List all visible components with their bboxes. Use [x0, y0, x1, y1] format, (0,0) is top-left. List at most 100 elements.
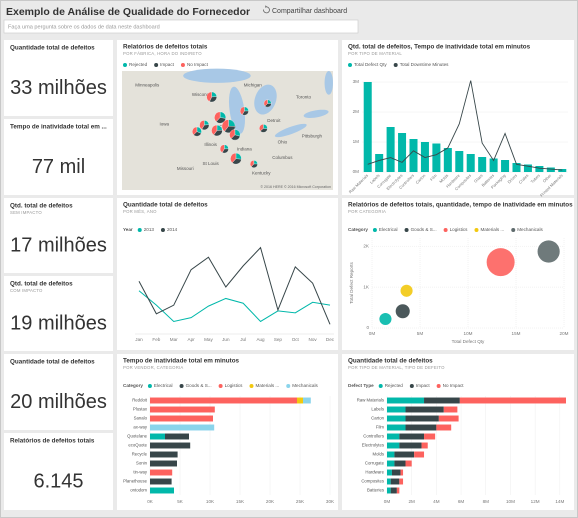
x-tick-label: 2M [408, 499, 415, 504]
legend-label: Impact [160, 62, 175, 67]
y-tick-label: 1K [363, 284, 370, 289]
map-lake [303, 109, 329, 118]
x-tick-label: Sep [274, 337, 283, 342]
y-tick-label: Hardware [365, 470, 384, 475]
bar-segment [150, 460, 177, 467]
map-place: Pittsburgh [302, 134, 323, 139]
y-tick-label: Raw Materials [357, 398, 384, 403]
map-place: Kentucky [252, 171, 271, 176]
bar-segment [424, 433, 436, 440]
card-value: 20 milhões [10, 391, 107, 413]
x-tick-label: 10M [464, 331, 473, 336]
bar-segment [399, 433, 425, 440]
x-tick-label: Oct [292, 337, 300, 342]
bar-segment [438, 415, 459, 422]
bubble [379, 312, 392, 326]
bar-segment [150, 451, 178, 458]
legend-swatch [137, 228, 142, 232]
x-tick-label: 20M [560, 331, 569, 336]
tile-title: Quantidade total de defeitos [123, 202, 208, 209]
y-tick-label: Reddoit [132, 398, 148, 403]
bar [512, 163, 521, 172]
card-value: 33 milhões [10, 77, 107, 99]
share-button[interactable]: Compartilhar dashboard [263, 5, 347, 15]
qna-placeholder[interactable]: Faça uma pergunta sobre os dados de data… [8, 24, 160, 30]
legend-swatch [404, 228, 409, 232]
map-place: St Louis [202, 161, 219, 166]
card-title: Qtd. total de defeitos [10, 203, 73, 210]
x-tick-label: Drives [506, 173, 518, 185]
bar [398, 133, 407, 172]
y-tick-label: 1M [353, 139, 360, 144]
map-lake [324, 71, 333, 95]
bar [501, 160, 510, 172]
map-place: Detroit [267, 118, 281, 123]
bar-segment [399, 442, 422, 449]
map-marker-slice [214, 111, 221, 122]
map-place: Toronto [296, 94, 312, 99]
share-label[interactable]: Compartilhar dashboard [272, 8, 347, 15]
map-marker-slice [229, 129, 236, 139]
legend-swatch [436, 384, 441, 388]
line-series [138, 290, 331, 323]
x-tick-label: 10K [206, 499, 215, 504]
bar-segment [387, 433, 400, 440]
tile-subtitle: POR MÊS, ANO [123, 209, 157, 214]
legend-title: Category [123, 383, 143, 388]
x-tick-label: 30K [326, 499, 335, 504]
tile [117, 198, 338, 350]
legend-label: Materials ... [255, 383, 279, 388]
bar [558, 169, 567, 172]
map-marker-slice [250, 160, 255, 167]
legend-label: Rejected [129, 62, 148, 67]
map-place: Minneapolis [135, 82, 160, 87]
legend-swatch [160, 228, 165, 232]
map-place: Wisconsin [192, 92, 213, 97]
x-tick-label: Film [429, 172, 438, 181]
bar-segment [150, 478, 172, 485]
legend-swatch [474, 228, 479, 232]
bar-segment [303, 397, 311, 404]
bar [420, 142, 429, 172]
share-icon-arrow [265, 5, 268, 8]
y-tick-label: Labels [371, 407, 384, 412]
y-tick-label: ontodom [130, 488, 147, 493]
legend-label: No Impact [443, 383, 465, 388]
card-title: Relatórios de defeitos totais [10, 438, 95, 445]
tile-title: Quantidade total de defeitos [348, 358, 433, 365]
qna-box[interactable] [3, 19, 359, 34]
tile-subtitle: POR TIPO DE MATERIAL [348, 51, 402, 56]
card-title: Qtd. total de defeitos [10, 281, 73, 288]
tile-title: Tempo de inatividade total em minutos [123, 358, 240, 365]
card [4, 354, 113, 430]
map-lake [274, 123, 307, 138]
tile-title: Qtd. total de defeitos, Tempo de inativi… [348, 44, 531, 51]
legend-swatch [218, 384, 223, 388]
y-tick-label: Electrolytes [362, 443, 384, 448]
x-tick-label: Aug [256, 337, 265, 342]
bar [478, 157, 487, 172]
legend-swatch [180, 63, 185, 67]
legend-swatch [443, 228, 448, 232]
legend-label: Materials ... [480, 227, 504, 232]
bar-segment [436, 424, 452, 431]
legend-title: Category [348, 227, 368, 232]
bar-segment [150, 397, 297, 404]
x-tick-label: 8M [483, 499, 490, 504]
y-tick-label: Quotelane [127, 434, 147, 439]
map-place: Ohio [278, 140, 288, 145]
card-value: 17 milhões [10, 234, 107, 256]
bar [466, 154, 475, 172]
tile-subtitle: POR CATEGORIA [348, 209, 386, 214]
x-tick-label: 12M [531, 499, 540, 504]
x-tick-label: Dec [326, 337, 335, 342]
map-lake [254, 84, 277, 115]
bar-segment [150, 406, 215, 413]
map-place: Illinois [204, 142, 217, 147]
bar [535, 166, 544, 172]
legend-swatch [372, 228, 377, 232]
y-tick-label: Plustax [133, 407, 148, 412]
legend-label: 2014 [167, 227, 178, 232]
bar [455, 151, 464, 172]
